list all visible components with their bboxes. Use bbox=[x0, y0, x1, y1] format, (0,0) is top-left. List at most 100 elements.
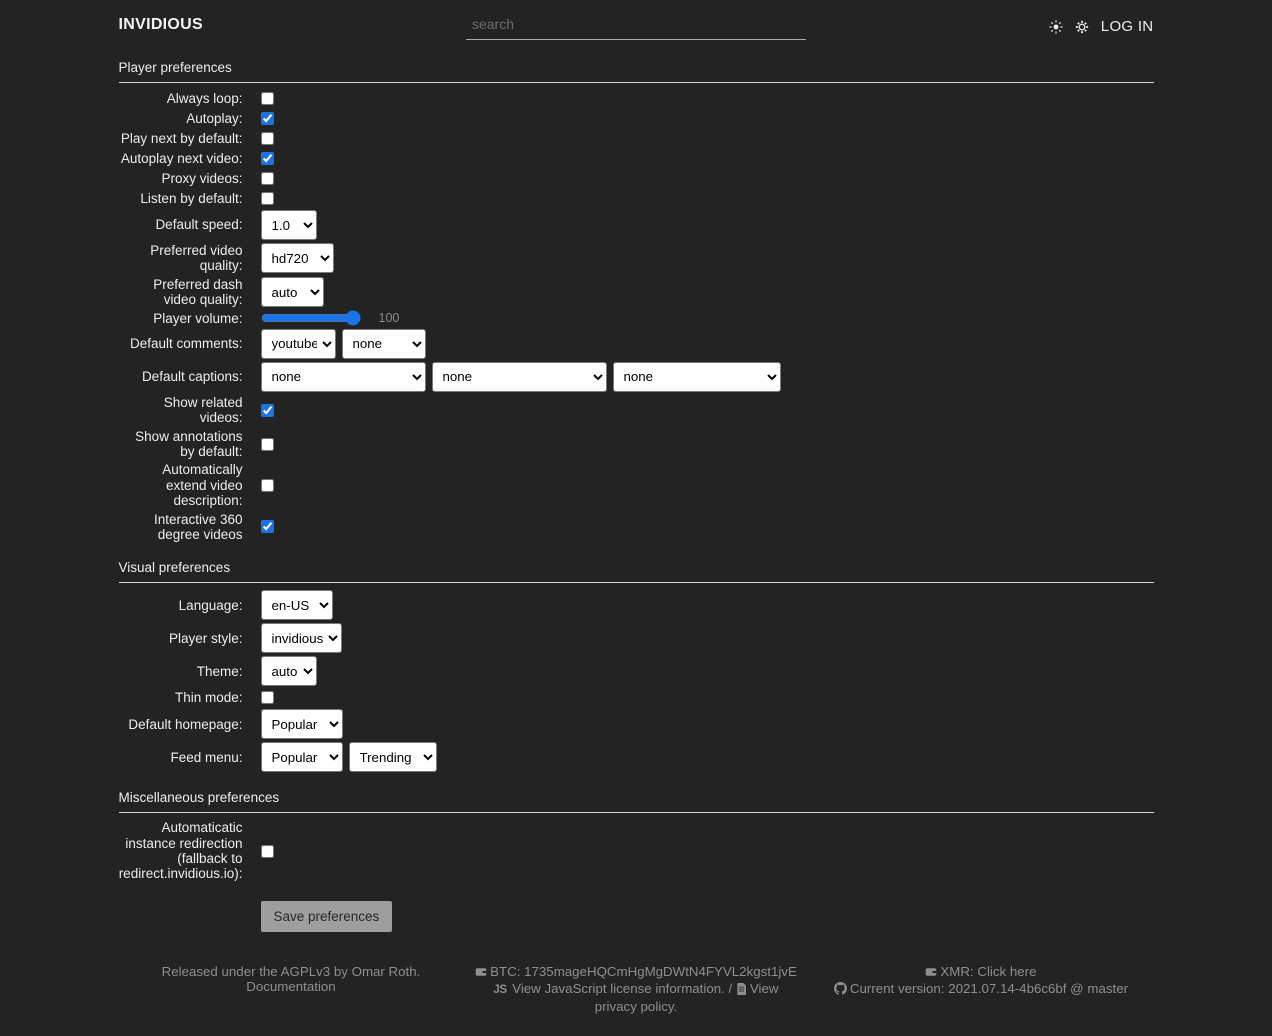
autoplay-next-checkbox[interactable] bbox=[260, 152, 274, 165]
video-quality-label: Preferred video quality: bbox=[150, 243, 243, 274]
vr-mode-checkbox[interactable] bbox=[260, 520, 274, 534]
save-row: Save preferences bbox=[119, 900, 1154, 932]
play-next-checkbox[interactable] bbox=[260, 132, 274, 145]
footer-license-column: Released under the AGPLv3 by Omar Roth. … bbox=[119, 964, 464, 1014]
sun-icon[interactable] bbox=[1049, 19, 1063, 34]
player-style-select[interactable]: invidious bbox=[260, 623, 342, 654]
related-videos-label: Show related videos: bbox=[163, 394, 243, 426]
default-captions-select-1[interactable]: none bbox=[260, 361, 426, 392]
default-comments-label: Default comments: bbox=[129, 336, 243, 352]
preferences-form: Player preferences Always loop: Autoplay… bbox=[118, 56, 1154, 932]
pref-row-thin-mode: Thin mode: bbox=[119, 689, 1154, 706]
top-navbar: INVIDIOUS bbox=[119, 0, 1154, 40]
pref-row-default-speed: Default speed: 1.0 bbox=[119, 210, 1154, 240]
navbar-right: LOG IN bbox=[808, 13, 1153, 35]
save-preferences-button[interactable]: Save preferences bbox=[260, 900, 393, 932]
invidious-logo[interactable]: INVIDIOUS bbox=[118, 16, 203, 33]
auto-redirect-label: Automaticatic instance redirection (fall… bbox=[118, 820, 243, 882]
search-input[interactable] bbox=[465, 13, 806, 40]
language-label: Language: bbox=[178, 597, 243, 613]
feed-menu-select-1[interactable]: Popular bbox=[260, 742, 343, 773]
auto-redirect-checkbox[interactable] bbox=[260, 844, 274, 858]
default-captions-select-2[interactable]: none bbox=[431, 361, 607, 392]
autoplay-next-label: Autoplay next video: bbox=[120, 150, 243, 166]
misc-preferences-heading: Miscellaneous preferences bbox=[118, 786, 1154, 814]
pref-row-related-videos: Show related videos: bbox=[119, 395, 1154, 426]
autoplay-checkbox[interactable] bbox=[260, 112, 274, 125]
js-license-link[interactable]: View JavaScript license information. bbox=[512, 981, 725, 997]
wallet-icon bbox=[925, 966, 937, 981]
login-link[interactable]: LOG IN bbox=[1100, 18, 1154, 35]
always-loop-label: Always loop: bbox=[166, 90, 243, 106]
listen-default-label: Listen by default: bbox=[140, 190, 243, 206]
pref-row-autoplay: Autoplay: bbox=[119, 110, 1154, 127]
pref-row-player-volume: Player volume: 100 bbox=[119, 311, 1154, 326]
visual-preferences-heading: Visual preferences bbox=[118, 556, 1154, 584]
pref-row-play-next: Play next by default: bbox=[119, 130, 1154, 147]
default-captions-select-3[interactable]: none bbox=[612, 361, 781, 392]
section-visual-preferences: Visual preferences Language: en-US Playe… bbox=[118, 556, 1154, 773]
annotations-label: Show annotations by default: bbox=[135, 428, 243, 459]
proxy-videos-checkbox[interactable] bbox=[260, 172, 274, 185]
page-container: INVIDIOUS bbox=[118, 0, 1154, 1036]
footer-released-text: Released under the AGPLv3 by Omar Roth. bbox=[161, 963, 421, 979]
pref-row-video-quality: Preferred video quality: hd720 bbox=[119, 243, 1154, 274]
navbar-left: INVIDIOUS bbox=[119, 13, 464, 34]
thin-mode-checkbox[interactable] bbox=[260, 691, 274, 705]
feed-menu-select-2[interactable]: Trending bbox=[348, 742, 437, 773]
vr-mode-label: Interactive 360 degree videos bbox=[153, 511, 243, 542]
default-homepage-label: Default homepage: bbox=[128, 716, 243, 732]
wallet-icon bbox=[475, 966, 487, 981]
pref-row-autoplay-next: Autoplay next video: bbox=[119, 150, 1154, 167]
gear-icon[interactable] bbox=[1075, 20, 1089, 34]
video-quality-select[interactable]: hd720 bbox=[260, 243, 334, 274]
pref-row-extend-description: Automatically extend video description: bbox=[119, 462, 1154, 508]
player-volume-value: 100 bbox=[378, 311, 400, 326]
dash-quality-select[interactable]: auto bbox=[260, 277, 324, 308]
pref-row-proxy-videos: Proxy videos: bbox=[119, 170, 1154, 187]
feed-menu-label: Feed menu: bbox=[170, 749, 243, 765]
documentation-link[interactable]: Documentation bbox=[246, 979, 336, 995]
footer-version-column: XMR: Click here Current version: 2021.07… bbox=[808, 964, 1153, 1014]
xmr-link[interactable]: XMR: Click here bbox=[940, 963, 1037, 979]
default-captions-label: Default captions: bbox=[141, 369, 243, 385]
pref-row-always-loop: Always loop: bbox=[119, 90, 1154, 107]
pref-row-default-captions: Default captions: none none none bbox=[119, 361, 1154, 392]
related-videos-checkbox[interactable] bbox=[260, 403, 274, 417]
language-select[interactable]: en-US bbox=[260, 590, 333, 621]
javascript-icon: JS bbox=[493, 984, 507, 997]
section-player-preferences: Player preferences Always loop: Autoplay… bbox=[118, 56, 1154, 543]
thin-mode-label: Thin mode: bbox=[174, 690, 243, 706]
annotations-checkbox[interactable] bbox=[260, 437, 274, 451]
default-speed-label: Default speed: bbox=[155, 217, 243, 233]
listen-default-checkbox[interactable] bbox=[260, 192, 274, 205]
default-speed-select[interactable]: 1.0 bbox=[260, 210, 317, 240]
pref-row-language: Language: en-US bbox=[119, 590, 1154, 621]
version-link[interactable]: Current version: 2021.07.14-4b6c6bf @ ma… bbox=[849, 981, 1129, 997]
proxy-videos-label: Proxy videos: bbox=[161, 170, 243, 186]
extend-description-label: Automatically extend video description: bbox=[162, 462, 243, 509]
player-volume-slider[interactable] bbox=[260, 311, 361, 326]
file-icon bbox=[736, 983, 747, 998]
dash-quality-label: Preferred dash video quality: bbox=[153, 276, 243, 308]
pref-row-auto-redirect: Automaticatic instance redirection (fall… bbox=[119, 820, 1154, 882]
pref-row-vr-mode: Interactive 360 degree videos bbox=[119, 512, 1154, 543]
extend-description-checkbox[interactable] bbox=[260, 478, 274, 492]
theme-select[interactable]: auto bbox=[260, 656, 317, 687]
player-preferences-heading: Player preferences bbox=[118, 56, 1154, 83]
player-style-label: Player style: bbox=[168, 630, 243, 646]
github-icon bbox=[833, 982, 847, 998]
pref-row-default-homepage: Default homepage: Popular bbox=[119, 709, 1154, 740]
footer-separator: / bbox=[728, 981, 733, 997]
pref-row-default-comments: Default comments: youtube none bbox=[119, 328, 1154, 359]
footer: Released under the AGPLv3 by Omar Roth. … bbox=[119, 932, 1154, 1036]
pref-row-theme: Theme: auto bbox=[119, 656, 1154, 687]
default-comments-select-2[interactable]: none bbox=[341, 328, 426, 359]
default-homepage-select[interactable]: Popular bbox=[260, 709, 343, 740]
pref-row-player-style: Player style: invidious bbox=[119, 623, 1154, 654]
default-comments-select-1[interactable]: youtube bbox=[260, 328, 336, 359]
theme-label: Theme: bbox=[196, 663, 243, 679]
pref-row-feed-menu: Feed menu: Popular Trending bbox=[119, 742, 1154, 773]
pref-row-listen-default: Listen by default: bbox=[119, 190, 1154, 207]
always-loop-checkbox[interactable] bbox=[260, 92, 274, 105]
